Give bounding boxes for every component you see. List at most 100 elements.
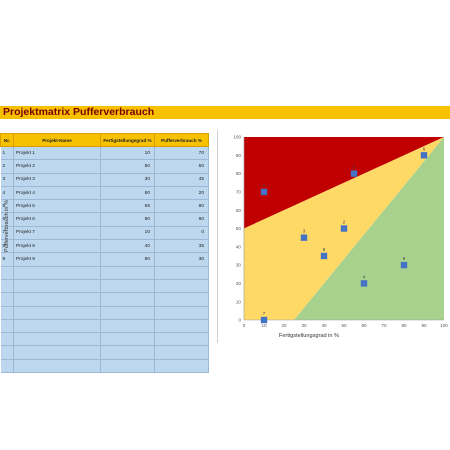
cell-projekt-name[interactable]	[13, 279, 101, 294]
cell-fertigstellungsgrad[interactable]	[100, 266, 155, 280]
cell-nr[interactable]: 6	[0, 212, 14, 227]
data-point-label: 8	[323, 247, 326, 252]
cell-nr[interactable]: 2	[0, 159, 14, 174]
data-point	[260, 188, 268, 196]
cell-fertigstellungsgrad[interactable]: 10	[100, 146, 155, 161]
cell-nr[interactable]	[0, 332, 14, 347]
cell-pufferverbrauch[interactable]	[154, 332, 209, 347]
cell-nr[interactable]: 8	[0, 239, 14, 254]
table-row	[0, 332, 209, 347]
cell-projekt-name[interactable]	[13, 266, 101, 280]
y-tick-label: 20	[236, 281, 242, 286]
header-nr[interactable]: Nr.	[0, 133, 14, 147]
cell-projekt-name[interactable]: Projekt 3	[13, 173, 101, 187]
x-tick-label: 10	[261, 323, 267, 328]
project-matrix-chart[interactable]: 0 10 20 30 40 50 60 70 80 90 100 0 10 20 30 40 50 60 70 80 9…	[217, 130, 450, 343]
table-body: 1 Projekt 1 10 70 2 Projekt 2 50 50 3 Projekt 3 30…	[0, 146, 209, 374]
data-point	[420, 152, 428, 159]
cell-fertigstellungsgrad[interactable]: 30	[100, 173, 155, 187]
cell-pufferverbrauch[interactable]: 35	[154, 239, 209, 254]
y-tick-label: 50	[236, 226, 242, 231]
table-row: 9 Projekt 9 80 30	[0, 252, 209, 267]
cell-fertigstellungsgrad[interactable]: 90	[100, 212, 155, 227]
cell-pufferverbrauch[interactable]	[154, 319, 209, 334]
cell-nr[interactable]	[0, 279, 14, 294]
cell-nr[interactable]	[0, 345, 14, 360]
cell-nr[interactable]	[0, 319, 14, 334]
cell-fertigstellungsgrad[interactable]: 40	[100, 239, 155, 254]
cell-fertigstellungsgrad[interactable]	[100, 306, 155, 320]
cell-pufferverbrauch[interactable]: 0	[154, 226, 209, 241]
cell-pufferverbrauch[interactable]: 20	[154, 186, 209, 201]
cell-projekt-name[interactable]: Projekt 5	[13, 199, 101, 214]
cell-projekt-name[interactable]: Projekt 6	[13, 212, 101, 227]
cell-fertigstellungsgrad[interactable]: 10	[100, 226, 155, 241]
table-row: 7 Projekt 7 10 0	[0, 226, 209, 241]
cell-pufferverbrauch[interactable]: 70	[154, 146, 209, 161]
cell-fertigstellungsgrad[interactable]	[100, 319, 155, 334]
table-row: 6 Projekt 6 90 90	[0, 212, 209, 227]
cell-projekt-name[interactable]: Projekt 2	[13, 159, 101, 174]
data-point	[260, 316, 268, 324]
cell-nr[interactable]: 4	[0, 186, 14, 201]
header-fertigstellungsgrad[interactable]: Fertigstellungsgrad %	[100, 133, 155, 147]
zone-green	[294, 137, 444, 320]
cell-projekt-name[interactable]	[13, 319, 101, 334]
header-projekt-name[interactable]: Projekt-Name	[13, 133, 101, 147]
cell-nr[interactable]: 5	[0, 199, 14, 214]
data-point	[400, 261, 408, 269]
cell-fertigstellungsgrad[interactable]: 60	[100, 186, 155, 201]
y-tick-label: 60	[236, 208, 242, 213]
cell-pufferverbrauch[interactable]: 30	[154, 252, 209, 267]
cell-nr[interactable]: 9	[0, 252, 14, 267]
cell-fertigstellungsgrad[interactable]	[100, 345, 155, 360]
cell-fertigstellungsgrad[interactable]	[100, 359, 155, 374]
cell-fertigstellungsgrad[interactable]: 50	[100, 159, 155, 174]
cell-fertigstellungsgrad[interactable]	[100, 279, 155, 294]
cell-projekt-name[interactable]	[13, 306, 101, 320]
cell-nr[interactable]	[0, 306, 14, 320]
cell-pufferverbrauch[interactable]	[154, 306, 209, 320]
cell-projekt-name[interactable]	[13, 292, 101, 307]
cell-pufferverbrauch[interactable]	[154, 359, 209, 374]
cell-projekt-name[interactable]	[13, 332, 101, 347]
y-tick-label: 10	[236, 299, 242, 304]
cell-fertigstellungsgrad[interactable]	[100, 332, 155, 347]
header-pufferverbrauch[interactable]: Pufferverbrauch %	[154, 133, 209, 147]
x-tick-label: 100	[440, 323, 448, 328]
cell-pufferverbrauch[interactable]: 80	[154, 199, 209, 214]
cell-pufferverbrauch[interactable]	[154, 345, 209, 360]
cell-fertigstellungsgrad[interactable]: 80	[100, 252, 155, 267]
cell-pufferverbrauch[interactable]	[154, 279, 209, 294]
cell-projekt-name[interactable]	[13, 359, 101, 374]
table-row	[0, 345, 209, 360]
cell-pufferverbrauch[interactable]: 50	[154, 159, 209, 174]
table-row: 2 Projekt 2 50 50	[0, 159, 209, 174]
cell-pufferverbrauch[interactable]: 45	[154, 173, 209, 187]
table-row	[0, 306, 209, 320]
cell-pufferverbrauch[interactable]	[154, 292, 209, 307]
cell-nr[interactable]	[0, 359, 14, 374]
cell-nr[interactable]: 1	[0, 146, 14, 161]
cell-nr[interactable]	[0, 292, 14, 307]
x-axis-title: Fertigstellungsgrad in %	[278, 333, 340, 339]
table-row: 1 Projekt 1 10 70	[0, 146, 209, 161]
cell-pufferverbrauch[interactable]	[154, 266, 209, 280]
cell-projekt-name[interactable]: Projekt 9	[13, 252, 101, 267]
cell-projekt-name[interactable]	[13, 345, 101, 360]
cell-nr[interactable]	[0, 266, 14, 280]
data-point-label: 6	[423, 146, 426, 151]
cell-projekt-name[interactable]: Projekt 4	[13, 186, 101, 201]
cell-projekt-name[interactable]: Projekt 7	[13, 226, 101, 241]
cell-nr[interactable]: 7	[0, 226, 14, 241]
cell-fertigstellungsgrad[interactable]: 55	[100, 199, 155, 214]
data-point	[300, 234, 308, 241]
cell-nr[interactable]: 3	[0, 173, 14, 187]
cell-fertigstellungsgrad[interactable]	[100, 292, 155, 307]
x-tick-label: 80	[401, 323, 407, 328]
cell-projekt-name[interactable]: Projekt 1	[13, 146, 101, 161]
y-tick-label: 80	[236, 171, 242, 176]
data-point	[340, 225, 348, 232]
cell-projekt-name[interactable]: Projekt 8	[13, 239, 101, 254]
cell-pufferverbrauch[interactable]: 90	[154, 212, 209, 227]
